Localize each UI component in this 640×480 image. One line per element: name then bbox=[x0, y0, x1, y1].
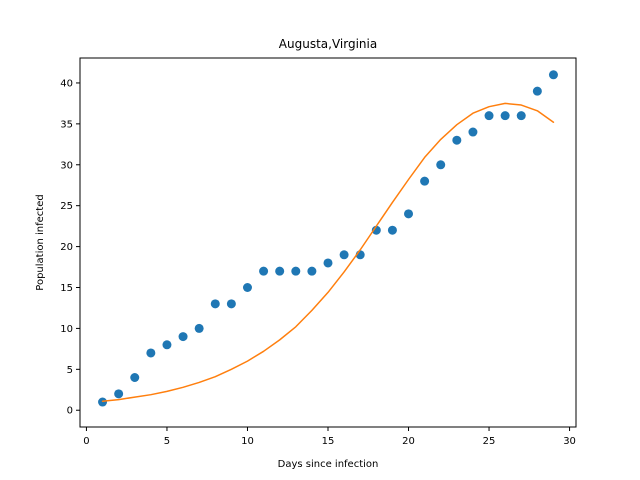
data-point bbox=[436, 160, 446, 170]
y-axis-label: Population infected bbox=[35, 194, 46, 290]
data-point bbox=[371, 225, 381, 235]
data-point bbox=[242, 283, 252, 292]
y-tick-label: 35 bbox=[60, 119, 73, 130]
y-tick-label: 30 bbox=[60, 160, 73, 171]
data-point bbox=[291, 266, 301, 276]
data-point bbox=[98, 397, 108, 407]
data-point bbox=[532, 86, 542, 96]
x-axis-label: Days since infection bbox=[278, 459, 379, 470]
data-point bbox=[178, 332, 188, 342]
data-point bbox=[452, 135, 462, 145]
y-tick-label: 40 bbox=[60, 78, 73, 89]
data-point bbox=[548, 70, 558, 80]
data-point bbox=[130, 373, 140, 382]
y-tick-label: 15 bbox=[60, 283, 73, 294]
data-point bbox=[307, 266, 317, 276]
data-point bbox=[404, 209, 414, 219]
data-point bbox=[420, 176, 430, 186]
y-tick-label: 25 bbox=[60, 201, 73, 212]
data-point bbox=[387, 225, 397, 235]
data-point bbox=[516, 111, 526, 121]
axis-ticks: 0 5 10 15 20 25 30 0 5 10 15 20 25 30 35 40 bbox=[60, 78, 576, 447]
data-point bbox=[259, 266, 269, 276]
data-point bbox=[194, 323, 204, 333]
x-tick-label: 5 bbox=[164, 436, 170, 447]
y-tick-label: 5 bbox=[67, 365, 73, 376]
fit-curve-line bbox=[101, 102, 555, 402]
data-point bbox=[210, 299, 220, 309]
y-tick-label: 10 bbox=[60, 324, 73, 335]
data-point bbox=[226, 299, 236, 309]
data-point bbox=[275, 266, 285, 276]
data-point bbox=[500, 111, 510, 121]
data-point bbox=[146, 348, 156, 358]
x-tick-label: 25 bbox=[483, 436, 496, 447]
chart-title: Augusta,Virginia bbox=[279, 37, 377, 51]
data-point bbox=[339, 250, 349, 260]
axes-frame bbox=[79, 57, 577, 428]
data-point bbox=[484, 111, 494, 121]
data-point bbox=[468, 127, 478, 137]
x-tick-label: 10 bbox=[241, 436, 254, 447]
x-tick-label: 20 bbox=[402, 436, 415, 447]
y-tick-label: 0 bbox=[67, 406, 73, 417]
plot-area bbox=[98, 70, 558, 407]
x-tick-label: 15 bbox=[322, 436, 335, 447]
y-tick-label: 20 bbox=[60, 242, 73, 253]
data-point bbox=[323, 258, 333, 268]
data-point bbox=[114, 389, 124, 399]
x-tick-label: 0 bbox=[83, 436, 89, 447]
data-point bbox=[162, 340, 172, 350]
x-tick-label: 30 bbox=[563, 436, 576, 447]
